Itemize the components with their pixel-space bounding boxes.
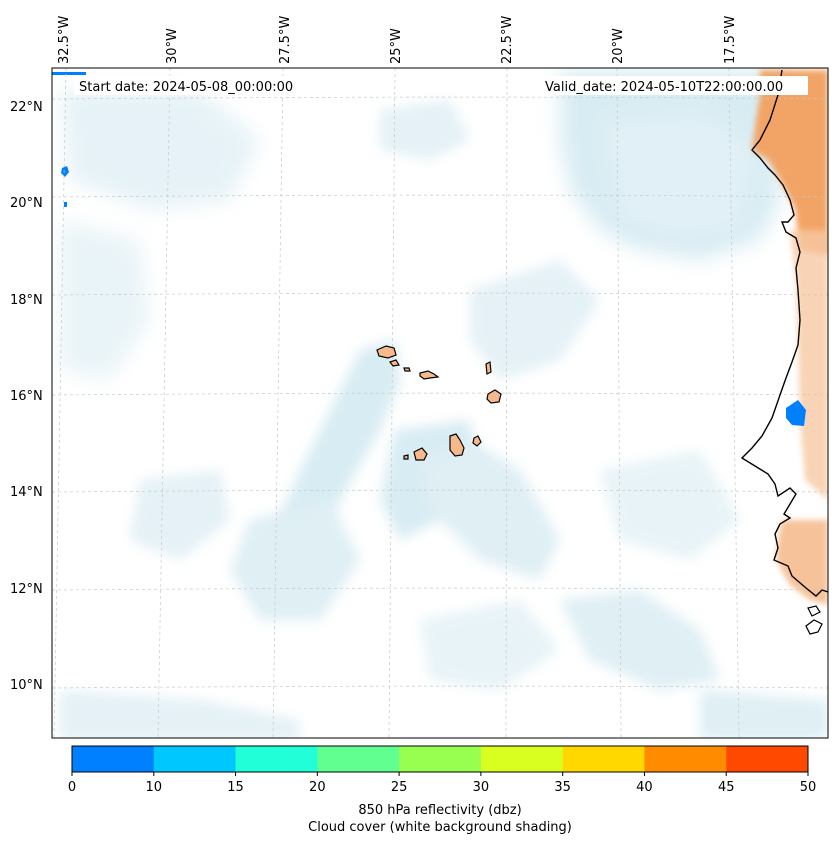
africa-coastline xyxy=(740,69,828,597)
colorbar-tick-label: 40 xyxy=(636,780,653,795)
lon-label: 30°W xyxy=(165,28,180,64)
colorbar-segment xyxy=(480,746,564,772)
lon-label: 20°W xyxy=(611,28,626,64)
lat-label: 18°N xyxy=(10,293,43,308)
longitude-labels: 32.5°W 30°W 27.5°W 25°W 22.5°W 20°W 17.5… xyxy=(57,16,738,64)
lat-label: 16°N xyxy=(10,389,43,404)
africa-south-warm-shading xyxy=(776,520,828,605)
colorbar-frame xyxy=(71,745,809,773)
colorbar-segment xyxy=(153,746,237,772)
cloud-cover-shading xyxy=(60,70,828,738)
reflectivity-patch-east xyxy=(786,400,806,426)
colorbar-segment xyxy=(399,746,482,772)
africa-coast-islands xyxy=(805,605,823,635)
colorbar-tick-label: 35 xyxy=(554,780,571,795)
gridlines xyxy=(52,68,828,738)
start-date-box xyxy=(74,76,310,95)
colorbar-segment xyxy=(726,746,809,772)
lat-label: 22°N xyxy=(10,100,43,115)
valid-date-box xyxy=(540,76,808,95)
latitude-labels: 22°N 20°N 18°N 16°N 14°N 12°N 10°N xyxy=(10,100,43,693)
lat-label: 14°N xyxy=(10,485,43,500)
colorbar-tick-label: 45 xyxy=(718,780,735,795)
lat-label: 10°N xyxy=(10,678,43,693)
colorbar-tick-label: 25 xyxy=(391,780,408,795)
colorbar-tick-label: 20 xyxy=(309,780,326,795)
colorbar-segment xyxy=(562,746,645,772)
colorbar-tick-label: 0 xyxy=(68,780,76,795)
lat-label: 20°N xyxy=(10,196,43,211)
colorbar xyxy=(72,746,809,772)
colorbar-tick-label: 10 xyxy=(146,780,163,795)
colorbar-label-line2: Cloud cover (white background shading) xyxy=(308,820,572,835)
colorbar-tick-label: 30 xyxy=(473,780,490,795)
africa-north-light-shading xyxy=(790,230,828,500)
colorbar-segment xyxy=(317,746,400,772)
colorbar-ticks: 0 10 15 20 25 30 35 40 45 50 xyxy=(68,772,816,795)
reflectivity-patch-nw-small xyxy=(64,202,67,207)
lon-label: 27.5°W xyxy=(278,16,293,64)
lon-label: 32.5°W xyxy=(57,16,72,64)
reflectivity-patch-nw xyxy=(61,166,69,177)
colorbar-tick-label: 15 xyxy=(227,780,244,795)
start-date-text: Start date: 2024-05-08_00:00:00 xyxy=(79,80,293,95)
lat-label: 12°N xyxy=(10,582,43,597)
reflectivity-patch-top-edge xyxy=(52,72,86,75)
map-frame xyxy=(51,67,829,739)
colorbar-segment xyxy=(644,746,727,772)
colorbar-label-line1: 850 hPa reflectivity (dbz) xyxy=(358,803,521,818)
colorbar-segment xyxy=(72,746,155,772)
lon-label: 17.5°W xyxy=(723,16,738,64)
lon-label: 25°W xyxy=(389,28,404,64)
cape-verde-islands xyxy=(376,345,502,461)
colorbar-tick-label: 50 xyxy=(800,780,817,795)
colorbar-segment xyxy=(235,746,318,772)
lon-label: 22.5°W xyxy=(500,16,515,64)
valid-date-text: Valid_date: 2024-05-10T22:00:00.00 xyxy=(545,80,783,95)
